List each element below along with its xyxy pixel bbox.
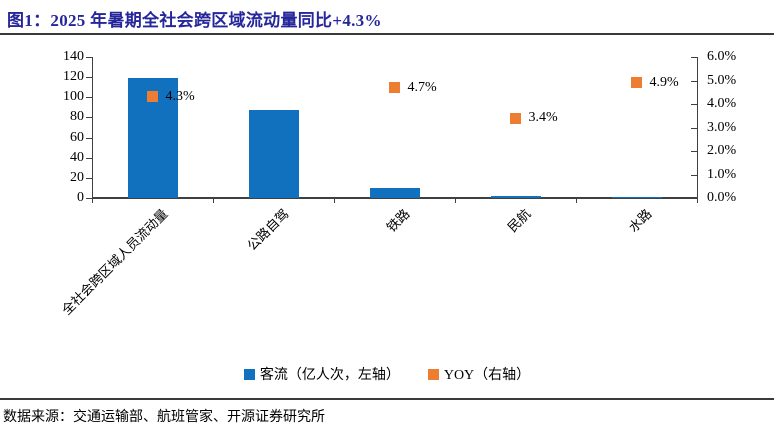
category-label-3: 民航 (505, 206, 535, 236)
y-axis-left-tick (86, 57, 92, 58)
y-axis-left-tick (86, 198, 92, 199)
y-axis-right-tick (691, 104, 697, 105)
yoy-marker-2 (389, 82, 400, 94)
y-axis-right-label: 4.0% (707, 96, 737, 111)
y-axis-left-tick (86, 177, 92, 179)
y-axis-left-label: 20 (70, 169, 84, 185)
legend-label-passenger-flow: 客流（亿人次，左轴） (259, 368, 400, 383)
bar-4 (611, 197, 662, 198)
y-axis-right-label: 5.0% (707, 72, 737, 88)
yoy-value-label: 3.4% (528, 110, 558, 126)
legend-item-passenger-flow: 客流（亿人次，左轴） (243, 364, 400, 384)
data-source-text: 数据来源：交通运输部、航班管家、开源证券研究所 (3, 410, 325, 425)
chart-legend: 客流（亿人次，左轴） YOY（右轴） (0, 364, 774, 384)
y-axis-right-label: 0.0% (707, 190, 737, 205)
y-axis-left-label: 100 (63, 89, 84, 105)
y-axis-right-tick (691, 198, 697, 199)
x-axis-line (92, 197, 698, 199)
category-label-4: 水路 (626, 206, 656, 236)
y-axis-left-tick (86, 137, 92, 139)
category-label-0: 全社会跨区域人员流动量 (59, 206, 172, 318)
yoy-value-label: 4.3% (165, 88, 195, 104)
chart-canvas: 0 20 40 60 80 100 120 140 0.0% 1.0% 2.0% 3.0% 4.0% 5.… (0, 40, 774, 360)
y-axis-right-line (697, 57, 698, 198)
y-axis-right-tick (691, 57, 697, 58)
bar-1 (248, 110, 299, 198)
yoy-value-label: 4.9% (649, 74, 679, 90)
y-axis-right-tick (691, 80, 697, 82)
x-axis-tick (92, 199, 93, 203)
category-label-1: 公路自驾 (244, 206, 293, 254)
legend-item-yoy: YOY（右轴） (427, 364, 531, 384)
yoy-marker-0 (147, 91, 158, 103)
x-axis-tick (455, 199, 456, 203)
x-axis-tick (213, 199, 214, 203)
bar-3 (490, 196, 541, 198)
bar-2 (369, 187, 420, 198)
y-axis-left-label: 80 (70, 109, 84, 125)
x-axis-tick (697, 199, 698, 203)
y-axis-left-tick (86, 117, 92, 119)
y-axis-left-tick (86, 97, 92, 99)
x-axis-tick (576, 199, 577, 203)
y-axis-right-tick (691, 174, 697, 176)
yoy-value-label: 4.7% (407, 79, 437, 95)
y-axis-left-label: 0 (77, 190, 84, 205)
category-label-2: 铁路 (384, 206, 414, 236)
footer-divider-line (0, 398, 774, 400)
y-axis-right-tick (691, 151, 697, 152)
legend-swatch-yoy (427, 368, 439, 380)
x-axis-tick (334, 199, 335, 203)
y-axis-left-label: 120 (63, 69, 84, 85)
y-axis-left-label: 140 (63, 49, 84, 64)
yoy-marker-3 (510, 112, 521, 124)
figure-title: 图1：2025 年暑期全社会跨区域流动量同比+4.3% (7, 11, 382, 30)
y-axis-left-tick (86, 157, 92, 159)
legend-swatch-passenger-flow (243, 368, 255, 380)
y-axis-left-label: 40 (70, 149, 84, 165)
y-axis-right-label: 1.0% (707, 166, 737, 182)
legend-label-yoy: YOY（右轴） (443, 368, 531, 383)
y-axis-left-line (92, 57, 93, 198)
y-axis-right-label: 6.0% (707, 49, 737, 64)
yoy-marker-4 (631, 77, 642, 89)
y-axis-right-tick (691, 127, 697, 129)
y-axis-right-label: 2.0% (707, 143, 737, 158)
y-axis-left-tick (86, 77, 92, 79)
y-axis-left-label: 60 (70, 129, 84, 145)
title-divider-line (0, 33, 774, 35)
y-axis-right-label: 3.0% (707, 119, 737, 135)
